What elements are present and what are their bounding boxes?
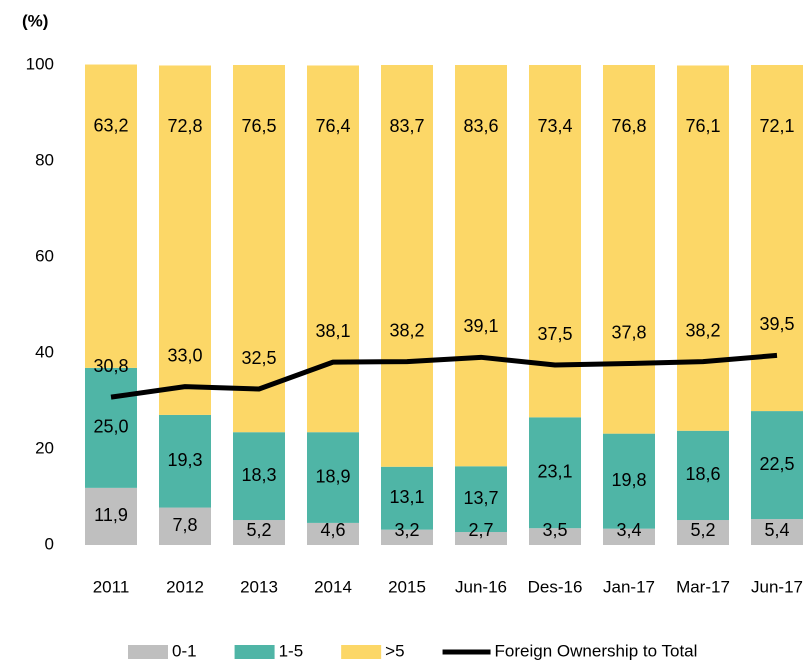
data-label: 18,9 — [315, 466, 350, 486]
data-label: 37,5 — [537, 324, 572, 344]
bar-segment — [381, 529, 433, 545]
y-tick-label: 80 — [35, 150, 54, 169]
bar-segment — [603, 433, 655, 529]
bar-segment — [455, 466, 507, 533]
x-tick-label: Jan-17 — [603, 577, 655, 596]
data-label: 38,1 — [315, 321, 350, 341]
bar-segment — [529, 417, 581, 529]
data-label: 5,4 — [764, 520, 789, 540]
bar-segment — [85, 367, 137, 488]
bar-segment — [529, 528, 581, 545]
y-tick-label: 100 — [26, 54, 54, 73]
legend-swatch — [341, 645, 382, 659]
bar-segment — [159, 414, 211, 508]
bar-segment — [159, 65, 211, 415]
y-axis-label: (%) — [22, 11, 48, 30]
bar-segment — [307, 432, 359, 523]
legend-label: Foreign Ownership to Total — [495, 641, 698, 660]
bar-segment — [159, 507, 211, 545]
bar-segment — [233, 65, 285, 433]
bar-segment — [307, 522, 359, 545]
data-label: 7,8 — [172, 515, 197, 535]
bar-segment — [455, 532, 507, 545]
bar-segment — [233, 432, 285, 521]
x-tick-label: Jun-16 — [455, 577, 507, 596]
data-label: 3,2 — [394, 520, 419, 540]
x-tick-label: Jun-17 — [751, 577, 803, 596]
x-tick-label: 2013 — [240, 577, 278, 596]
x-tick-label: 2015 — [388, 577, 426, 596]
x-tick-label: Mar-17 — [676, 577, 730, 596]
bar-segment — [529, 65, 581, 418]
data-label: 19,8 — [611, 470, 646, 490]
data-label: 32,5 — [241, 348, 276, 368]
data-label: 76,5 — [241, 116, 276, 136]
legend-swatch — [234, 645, 275, 659]
bar-segment — [751, 65, 803, 412]
data-label: 76,1 — [685, 116, 720, 136]
data-label: 13,7 — [463, 488, 498, 508]
data-label: 22,5 — [759, 454, 794, 474]
legend-swatch — [128, 645, 168, 659]
data-label: 4,6 — [320, 520, 345, 540]
bar-segment — [85, 64, 137, 368]
data-label: 38,2 — [389, 320, 424, 340]
data-label: 30,8 — [93, 356, 128, 376]
data-label: 13,1 — [389, 487, 424, 507]
bar-segment — [677, 430, 729, 521]
legend-label: 1-5 — [279, 641, 304, 660]
bar-segment — [677, 520, 729, 545]
data-label: 63,2 — [93, 115, 128, 135]
data-label: 3,5 — [542, 520, 567, 540]
y-tick-label: 60 — [35, 246, 54, 265]
legend-label: >5 — [385, 641, 404, 660]
data-label: 25,0 — [93, 417, 128, 437]
y-tick-label: 40 — [35, 342, 54, 361]
line — [110, 352, 778, 400]
bar-segment — [233, 520, 285, 545]
bar-segment — [307, 65, 359, 433]
data-label: 72,1 — [759, 116, 794, 136]
data-label: 18,3 — [241, 465, 276, 485]
data-label: 73,4 — [537, 116, 572, 136]
data-label: 83,6 — [463, 116, 498, 136]
data-label: 5,2 — [690, 520, 715, 540]
data-label: 11,9 — [94, 505, 128, 525]
data-label: 83,7 — [389, 116, 424, 136]
data-label: 18,6 — [685, 464, 720, 484]
data-label: 3,4 — [616, 520, 641, 540]
bars — [85, 64, 803, 545]
data-label: 38,2 — [685, 320, 720, 340]
legend-label: 0-1 — [172, 641, 197, 660]
bar-segment — [455, 65, 507, 467]
data-label: 39,5 — [759, 314, 794, 334]
data-label: 72,8 — [167, 116, 202, 136]
data-label: 76,8 — [611, 116, 646, 136]
y-tick-label: 0 — [45, 534, 54, 553]
data-label: 37,8 — [611, 322, 646, 342]
x-tick-label: 2011 — [93, 577, 130, 596]
x-tick-label: 2014 — [314, 577, 352, 596]
x-tick-label: Des-16 — [528, 577, 583, 596]
bar-segment — [381, 466, 433, 530]
data-label: 39,1 — [463, 316, 498, 336]
bar-segment — [677, 65, 729, 431]
data-label: 5,2 — [246, 520, 271, 540]
bar-segment — [603, 528, 655, 545]
data-label: 76,4 — [315, 116, 350, 136]
bar-segment — [603, 65, 655, 434]
bar-segment — [85, 487, 137, 545]
y-tick-label: 20 — [35, 438, 54, 457]
bar-segment — [751, 519, 803, 545]
data-label: 2,7 — [468, 520, 493, 540]
bar-segment — [751, 411, 803, 520]
data-label: 19,3 — [167, 450, 202, 470]
bar-segment — [381, 65, 433, 467]
x-tick-label: 2012 — [166, 577, 204, 596]
data-label: 23,1 — [537, 462, 572, 482]
data-label: 33,0 — [167, 345, 202, 365]
